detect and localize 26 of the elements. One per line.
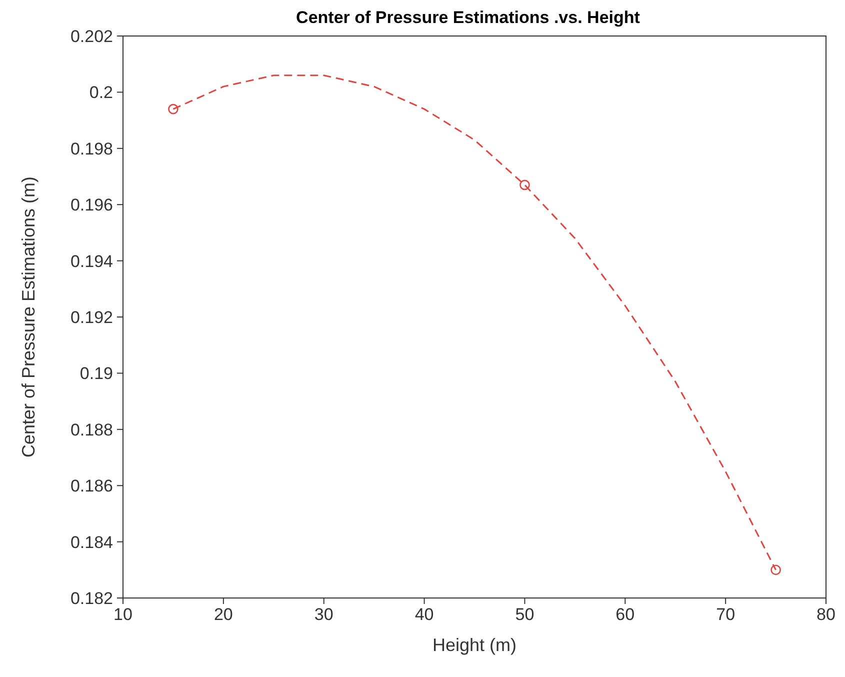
x-tick-label: 30 (314, 605, 334, 624)
y-tick-label: 0.202 (70, 27, 113, 46)
y-tick-label: 0.188 (70, 420, 113, 440)
x-tick-label: 10 (114, 605, 132, 624)
y-tick-label: 0.2 (89, 83, 113, 102)
point (770, 564, 781, 576)
point (520, 180, 530, 190)
x-tick-label: 20 (214, 605, 233, 624)
y-tick-label: 0.196 (70, 196, 113, 215)
y-tick-label: 0.192 (70, 308, 113, 328)
chart-title: Center of Pressure Estimations .vs. Height (295, 8, 641, 28)
x-tick-label: 70 (716, 605, 736, 624)
y-tick-label: 0.186 (70, 476, 113, 496)
point (168, 104, 178, 114)
x-axis-title: Height (m) (432, 635, 517, 655)
y-axis-title: Center of Pressure Estimations (m) (18, 176, 38, 458)
x-tick-label: 50 (515, 605, 534, 624)
x-tick-label: 80 (816, 605, 836, 624)
y-tick-label: 0.19 (80, 364, 113, 384)
x-tick-label: 40 (414, 605, 434, 624)
y-tick-label: 0.184 (70, 532, 113, 552)
y-tick-label: 0.198 (70, 139, 113, 158)
x-tick-label: 60 (616, 605, 635, 624)
line-series (172, 74, 777, 571)
y-tick-label: 0.194 (70, 252, 113, 271)
y-tick-label: 0.182 (70, 589, 113, 608)
